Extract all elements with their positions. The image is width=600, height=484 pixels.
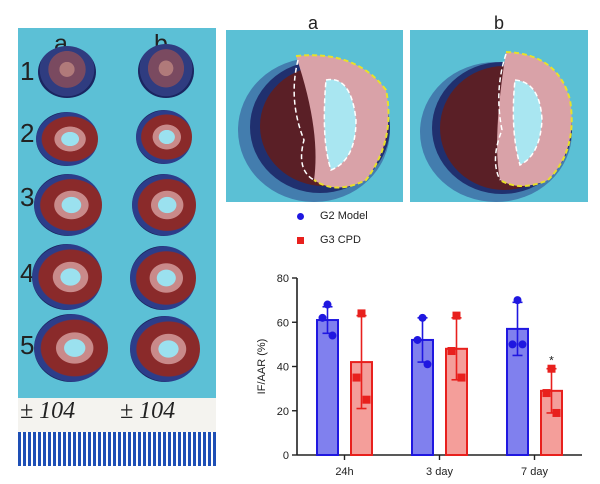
data-point-0-0-2 [328,331,337,340]
x-tick-label-0: 24h [335,466,353,478]
photo-label-a: a [308,13,319,33]
row-label-2: 2 [20,118,35,148]
heart-slice-a4 [32,244,102,310]
data-point-1-1-1 [447,347,456,356]
y-tick-label-3: 60 [277,317,289,329]
legend-label-g3: G3 CPD [320,234,361,246]
data-point-1-2-2 [552,408,561,417]
slice-photo-panel: a b 1 2 3 4 5 [18,28,216,402]
sample-label-strip: ± 104 ± 104 [18,398,216,432]
heart-slice-b3 [132,174,196,236]
heart-slice-photo-b [410,30,588,202]
sample-label-b: ± 104 [120,398,176,424]
row-label-3: 3 [20,182,35,212]
y-tick-label-2: 40 [277,362,289,374]
ruler [18,432,216,466]
heart-slice-a5 [34,314,108,382]
data-point-1-1-2 [457,373,466,382]
data-point-1-0-1 [352,373,361,382]
y-tick-label-0: 0 [283,450,289,462]
data-point-0-0-0 [323,300,332,309]
legend-marker-g2 [297,213,304,220]
sample-label-a: ± 104 [20,398,76,424]
heart-slice-b5 [130,316,200,382]
heart-slice-b4 [130,246,196,310]
heart-slice-a2 [36,112,98,166]
significance-marker-0: * [549,354,554,368]
x-tick-label-1: 3 day [426,466,453,478]
data-point-0-1-0 [418,313,427,322]
data-point-1-2-0 [547,364,556,373]
data-point-0-2-0 [513,296,522,305]
heart-slice-a3 [34,174,102,236]
legend-marker-g3 [297,237,304,244]
data-point-0-1-2 [423,360,432,369]
heart-slice-a-drawing [238,54,390,202]
data-point-0-1-1 [413,335,422,344]
y-tick-label-1: 20 [277,406,289,418]
data-point-0-0-1 [318,313,327,322]
heart-slice-b2 [136,110,192,164]
data-point-1-2-1 [542,389,551,398]
photo-label-b: b [494,13,505,33]
x-tick-label-2: 7 day [521,466,548,478]
heart-slice-b1 [138,44,194,98]
heart-slice-a1 [38,46,96,98]
row-label-5: 5 [20,330,35,360]
row-label-1: 1 [20,56,35,86]
row-label-4: 4 [20,258,35,288]
data-point-1-0-2 [362,395,371,404]
y-axis-label: IF/AAR (%) [256,339,268,395]
heart-slice-b-drawing [420,51,573,202]
data-point-0-2-2 [518,340,527,349]
data-point-1-1-0 [452,311,461,320]
data-point-1-0-0 [357,309,366,318]
data-point-0-2-1 [508,340,517,349]
heart-slice-photo-a [226,30,403,202]
y-tick-label-4: 80 [277,273,289,285]
bar-0-0 [316,319,339,456]
legend-label-g2: G2 Model [320,210,368,222]
